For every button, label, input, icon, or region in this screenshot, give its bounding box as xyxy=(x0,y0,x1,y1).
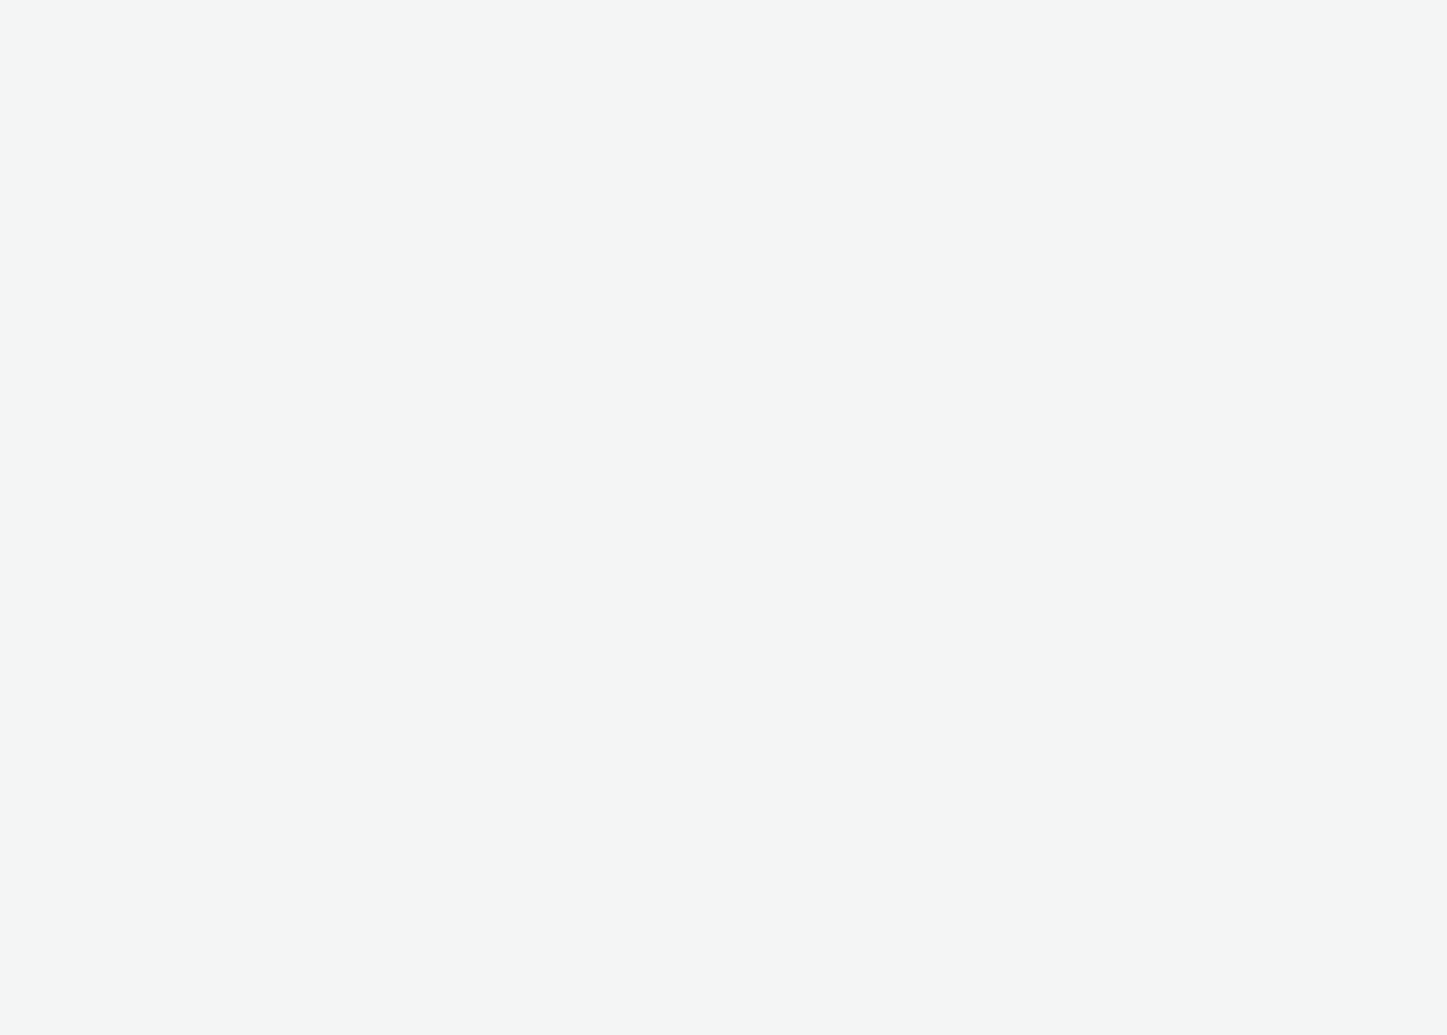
fan-diagram xyxy=(0,0,300,150)
